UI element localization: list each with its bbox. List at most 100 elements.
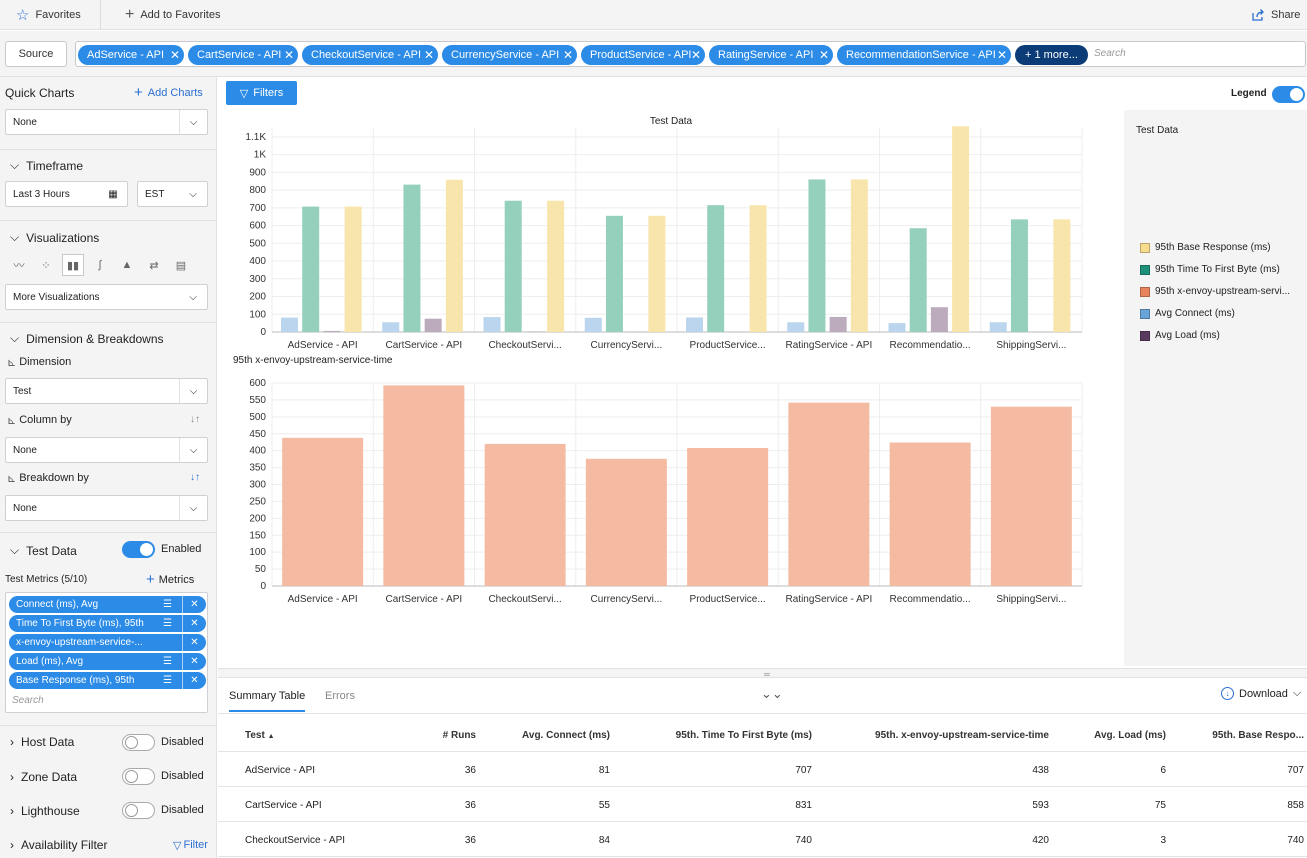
table-row[interactable]: CartService - API 36 55 831 593 75 858: [218, 788, 1307, 822]
chart-bar: [850, 179, 868, 332]
scatter-chart-icon[interactable]: ⁘: [41, 259, 51, 272]
column-header[interactable]: 95th. x-envoy-upstream-service-time: [875, 730, 1049, 741]
source-tag-input[interactable]: AdService - API ✕ CartService - API ✕ Chec…: [75, 41, 1306, 67]
dimension-section[interactable]: ⌵ Dimension & Breakdowns: [10, 331, 164, 346]
visualizations-section[interactable]: ⌵ Visualizations: [10, 230, 99, 245]
line-chart-icon[interactable]: 〰: [13, 260, 25, 272]
source-tag[interactable]: ProductService - API ✕: [581, 45, 705, 65]
tab-errors[interactable]: Errors: [325, 690, 355, 702]
collapse-chevron-icon[interactable]: ⌄⌄: [761, 686, 783, 701]
sort-icon[interactable]: ↓↑: [190, 472, 200, 483]
combo-chart-icon[interactable]: ⇄: [149, 259, 159, 272]
column-header[interactable]: # Runs: [442, 730, 476, 741]
availability-section[interactable]: › Availability Filter: [10, 838, 107, 852]
select-value: None: [13, 116, 37, 128]
metric-chip[interactable]: Load (ms), Avg ☰ ✕: [9, 653, 206, 670]
legend-item[interactable]: 95th x-envoy-upstream-servi...: [1140, 286, 1290, 297]
table-cell: AdService - API: [245, 765, 316, 776]
source-tag[interactable]: AdService - API ✕: [78, 45, 184, 65]
calendar-icon[interactable]: ▦: [108, 188, 118, 200]
close-icon[interactable]: ✕: [182, 615, 206, 632]
source-tag[interactable]: RecommendationService - API ✕: [837, 45, 1011, 65]
legend-item[interactable]: Avg Load (ms): [1140, 330, 1220, 341]
area-chart-icon[interactable]: ▲: [121, 259, 133, 271]
download-button[interactable]: ↓ Download ⌵: [1221, 687, 1301, 700]
table-icon[interactable]: ▤: [175, 259, 187, 272]
lighthouse-toggle[interactable]: [122, 802, 155, 819]
y-tick-label: 500: [249, 238, 266, 249]
close-icon[interactable]: ✕: [562, 48, 574, 62]
legend-item[interactable]: Avg Connect (ms): [1140, 308, 1235, 319]
close-icon[interactable]: ✕: [690, 48, 702, 62]
add-charts-button[interactable]: + Add Charts: [134, 84, 203, 101]
close-icon[interactable]: ✕: [182, 653, 206, 670]
settings-sliders-icon[interactable]: ☰: [163, 618, 172, 629]
more-visualizations-select[interactable]: More Visualizations ⌵: [5, 284, 208, 310]
settings-sliders-icon[interactable]: ☰: [163, 599, 172, 610]
legend-swatch: [1140, 286, 1150, 297]
section-label: Host Data: [21, 735, 75, 749]
dimension-select[interactable]: Test ⌵: [5, 378, 208, 404]
availability-filter-link[interactable]: ▽ Filter: [173, 839, 208, 852]
breakdown-by-label: ⊾ Breakdown by: [7, 472, 89, 485]
metric-search-input[interactable]: Search: [12, 695, 44, 706]
legend-item[interactable]: 95th Base Response (ms): [1140, 242, 1271, 253]
source-tag[interactable]: CheckoutService - API ✕: [302, 45, 438, 65]
settings-sliders-icon[interactable]: ☰: [163, 675, 172, 686]
curve-chart-icon[interactable]: ∫: [98, 259, 102, 271]
metric-chip[interactable]: Time To First Byte (ms), 95th ☰ ✕: [9, 615, 206, 632]
metric-chip[interactable]: Base Response (ms), 95th ☰ ✕: [9, 672, 206, 689]
share-button[interactable]: Share: [1251, 0, 1300, 30]
column-header[interactable]: 95th. Time To First Byte (ms): [675, 730, 812, 741]
source-search-placeholder[interactable]: Search: [1094, 48, 1126, 59]
metric-chip[interactable]: Connect (ms), Avg ☰ ✕: [9, 596, 206, 613]
host-data-toggle[interactable]: [122, 734, 155, 751]
add-favorites-button[interactable]: + Add to Favorites: [125, 0, 220, 30]
timeframe-section[interactable]: ⌵ Timeframe: [10, 158, 83, 173]
close-icon[interactable]: ✕: [423, 48, 435, 62]
table-row[interactable]: CheckoutService - API 36 84 740 420 3 740: [218, 823, 1307, 857]
close-icon[interactable]: ✕: [169, 48, 181, 62]
source-tag[interactable]: CartService - API ✕: [188, 45, 298, 65]
column-header[interactable]: Avg. Connect (ms): [522, 730, 610, 741]
favorites-button[interactable]: ☆ Favorites: [16, 0, 81, 30]
host-data-section[interactable]: › Host Data: [10, 735, 74, 749]
legend-item[interactable]: 95th Time To First Byte (ms): [1140, 264, 1280, 275]
test-data-section[interactable]: ⌵ Test Data: [10, 543, 77, 558]
zone-data-toggle[interactable]: [122, 768, 155, 785]
quick-charts-select[interactable]: None ⌵: [5, 109, 208, 135]
source-tag[interactable]: CurrencyService - API ✕: [442, 45, 577, 65]
close-icon[interactable]: ✕: [996, 48, 1008, 62]
settings-sliders-icon[interactable]: ☰: [163, 656, 172, 667]
header-label: Test: [245, 730, 265, 741]
column-by-select[interactable]: None ⌵: [5, 437, 208, 463]
close-icon[interactable]: ✕: [283, 48, 295, 62]
resize-handle[interactable]: ═: [218, 668, 1307, 679]
breakdown-by-select[interactable]: None ⌵: [5, 495, 208, 521]
close-icon[interactable]: ✕: [182, 672, 206, 689]
more-tags-button[interactable]: + 1 more...: [1015, 45, 1088, 65]
time-range-select[interactable]: Last 3 Hours ▦: [5, 181, 128, 207]
add-metrics-button[interactable]: + Metrics: [146, 571, 194, 588]
timezone-select[interactable]: EST ⌵: [137, 181, 208, 207]
column-header[interactable]: 95th. Base Respo...: [1212, 730, 1304, 741]
close-icon[interactable]: ✕: [818, 48, 830, 62]
column-header[interactable]: Avg. Load (ms): [1094, 730, 1166, 741]
column-header[interactable]: Test ▲: [245, 730, 275, 741]
zone-data-section[interactable]: › Zone Data: [10, 770, 77, 784]
tab-summary-table[interactable]: Summary Table: [229, 690, 306, 712]
table-row[interactable]: AdService - API 36 81 707 438 6 707: [218, 753, 1307, 787]
bar-chart-icon[interactable]: ▮▮: [62, 254, 84, 276]
close-icon[interactable]: ✕: [182, 634, 206, 651]
legend-toggle[interactable]: [1272, 86, 1305, 103]
select-value: None: [13, 444, 37, 456]
sort-icon[interactable]: ↓↑: [190, 414, 200, 425]
metric-chip[interactable]: x-envoy-upstream-service-... ✕: [9, 634, 206, 651]
filters-button[interactable]: ▽ Filters: [226, 81, 297, 105]
source-tag[interactable]: RatingService - API ✕: [709, 45, 833, 65]
test-data-toggle[interactable]: [122, 541, 155, 558]
drag-handle-icon[interactable]: ═: [764, 670, 770, 679]
source-button[interactable]: Source: [5, 41, 67, 67]
close-icon[interactable]: ✕: [182, 596, 206, 613]
lighthouse-section[interactable]: › Lighthouse: [10, 804, 80, 818]
